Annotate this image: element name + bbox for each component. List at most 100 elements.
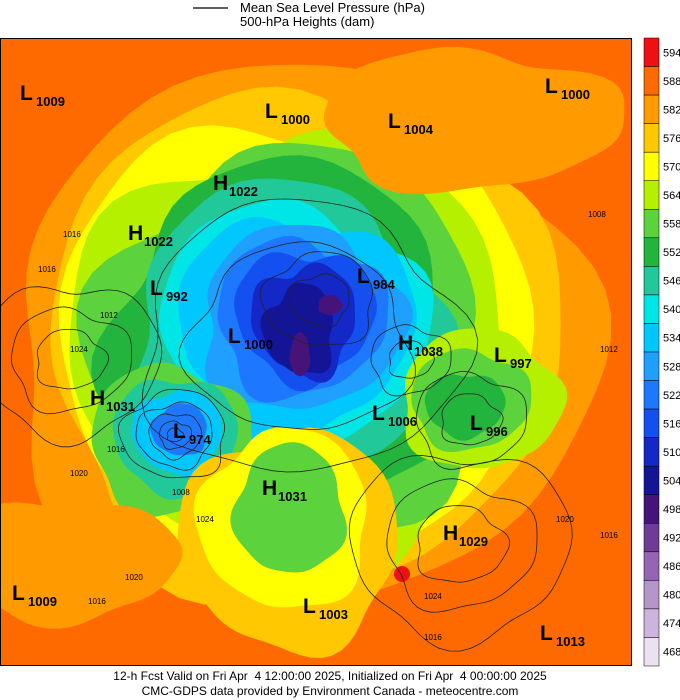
colorbar-label: 480 xyxy=(663,590,680,602)
colorbar-swatch xyxy=(643,551,660,581)
center-value: 996 xyxy=(486,424,508,439)
center-value: 1004 xyxy=(404,122,434,137)
colorbar-label: 594 xyxy=(663,47,680,59)
isobar-label: 1016 xyxy=(38,265,56,274)
footer-text: 12-h Fcst Valid on Fri Apr 4 12:00:00 20… xyxy=(113,669,547,683)
center-type: H xyxy=(213,172,228,195)
center-type: L xyxy=(357,265,370,288)
colorbar-label: 492 xyxy=(663,533,680,545)
center-value: 1029 xyxy=(459,534,488,549)
center-value: 1022 xyxy=(144,234,173,249)
colorbar-label: 528 xyxy=(663,361,680,373)
center-type: L xyxy=(388,110,401,133)
colorbar-swatch xyxy=(643,494,660,524)
colorbar-swatch xyxy=(643,37,660,67)
colorbar-label: 540 xyxy=(663,304,680,316)
isobar-label: 1012 xyxy=(100,311,118,320)
isobar xyxy=(0,286,163,448)
center-type: H xyxy=(128,222,143,245)
legend-label: 500-hPa Heights (dam) xyxy=(240,14,374,29)
height-region xyxy=(0,502,183,629)
colorbar-label: 516 xyxy=(663,418,680,430)
colorbar-label: 564 xyxy=(663,190,680,202)
center-value: 1038 xyxy=(414,344,443,359)
colorbar-label: 504 xyxy=(663,475,680,487)
colorbar-label: 552 xyxy=(663,247,680,259)
center-type: L xyxy=(372,402,385,425)
isobar xyxy=(178,241,416,430)
colorbar-label: 474 xyxy=(663,618,680,630)
center-value: 1000 xyxy=(281,112,310,127)
colorbar-swatch xyxy=(643,151,660,181)
center-value: 1003 xyxy=(319,607,348,622)
isobar-label: 1020 xyxy=(556,515,574,524)
isobar xyxy=(288,273,350,329)
isobar-label: 1016 xyxy=(424,633,442,642)
colorbar-label: 588 xyxy=(663,76,680,88)
legend-label: Mean Sea Level Pressure (hPa) xyxy=(240,0,425,15)
center-value: 1006 xyxy=(388,414,417,429)
colorbar-swatch xyxy=(643,94,660,124)
height-region xyxy=(323,47,625,195)
colorbar-swatch xyxy=(643,351,660,381)
isobar-label: 1012 xyxy=(600,345,618,354)
height-region xyxy=(394,566,410,582)
isobar xyxy=(159,420,192,450)
colorbar-swatch xyxy=(643,465,660,495)
isobar xyxy=(441,393,504,446)
legend-header: Mean Sea Level Pressure (hPa) 500-hPa He… xyxy=(193,0,425,29)
center-type: H xyxy=(398,332,413,355)
isobar-label: 1016 xyxy=(88,597,106,606)
center-type: L xyxy=(265,100,278,123)
isobar xyxy=(370,324,452,397)
isobar-label: 1016 xyxy=(63,230,81,239)
center-value: 974 xyxy=(189,432,211,447)
center-value: 1009 xyxy=(28,594,57,609)
center-type: H xyxy=(262,477,277,500)
center-type: L xyxy=(150,277,163,300)
isobar-label: 1016 xyxy=(600,531,618,540)
center-value: 992 xyxy=(166,289,188,304)
colorbar-swatch xyxy=(643,437,660,467)
isobar-label: 1008 xyxy=(172,488,190,497)
isobar xyxy=(417,505,511,583)
isobar xyxy=(117,388,226,479)
isobar xyxy=(148,413,202,461)
center-value: 1031 xyxy=(106,399,135,414)
colorbar-label: 558 xyxy=(663,219,680,231)
center-type: L xyxy=(303,595,316,618)
center-type: L xyxy=(470,412,483,435)
isobar xyxy=(167,427,185,442)
isobar-label: 1024 xyxy=(70,345,88,354)
center-type: L xyxy=(228,325,241,348)
colorbar-swatch xyxy=(643,237,660,267)
isobar xyxy=(141,198,479,473)
footer-text: CMC-GDPS data provided by Environment Ca… xyxy=(142,684,519,698)
center-value: 1000 xyxy=(561,87,590,102)
center-type: H xyxy=(443,522,458,545)
height-region xyxy=(230,442,347,573)
isobar xyxy=(36,329,110,390)
colorbar-swatch xyxy=(643,608,660,638)
isobar-label: 1016 xyxy=(107,445,125,454)
isobar xyxy=(388,340,435,379)
center-value: 1031 xyxy=(278,489,307,504)
center-value: 1022 xyxy=(229,184,258,199)
colorbar-swatch xyxy=(643,580,660,610)
colorbar-label: 522 xyxy=(663,390,680,402)
map-frame xyxy=(0,38,632,666)
center-type: L xyxy=(173,420,186,443)
colorbar-swatch xyxy=(643,209,660,239)
colorbar-swatch xyxy=(643,323,660,353)
center-type: L xyxy=(20,82,33,105)
isobar xyxy=(135,401,213,471)
colorbar-swatch xyxy=(643,523,660,553)
center-type: H xyxy=(90,387,105,410)
center-value: 1009 xyxy=(36,94,65,109)
isobar-label: 1020 xyxy=(70,469,88,478)
isobar xyxy=(259,251,374,346)
center-value: 1013 xyxy=(556,634,585,649)
colorbar-swatch xyxy=(643,123,660,153)
